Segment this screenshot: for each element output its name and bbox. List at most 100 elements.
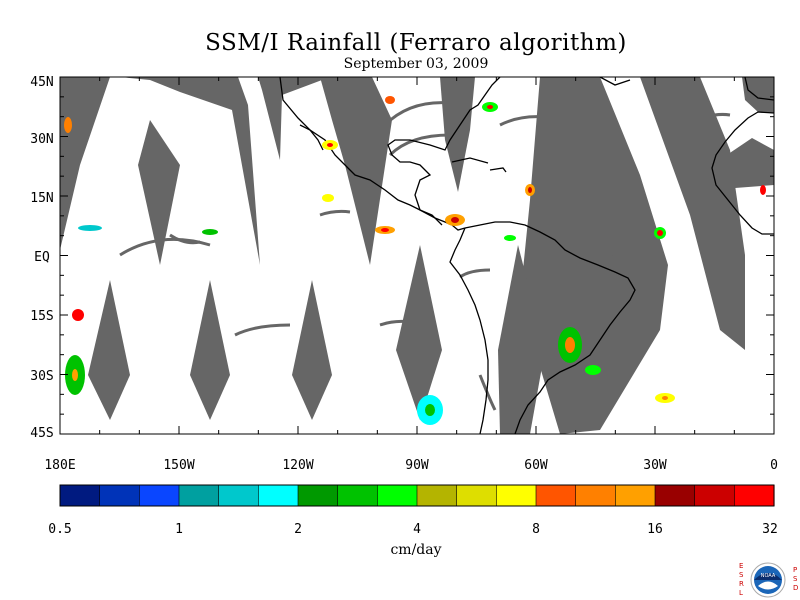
colorbar-segment: [575, 485, 616, 506]
colorbar-label-1: 1: [175, 522, 183, 537]
swath-gap: [138, 120, 180, 265]
swath-gap: [320, 77, 392, 265]
colorbar-segment: [536, 485, 577, 506]
swath-gaps: [60, 77, 774, 434]
rain-patch: [585, 365, 601, 375]
swath-gap: [258, 77, 330, 160]
coastline-baja: [299, 124, 324, 151]
coastline-hispaniola: [489, 167, 507, 173]
logo-letter: S: [739, 571, 744, 579]
noaa-seal-text: NOAA: [761, 573, 776, 579]
lon-label-180e: 180E: [44, 458, 75, 473]
noaa-seal-bird: [758, 581, 778, 590]
swath-gap: [640, 77, 745, 350]
coastline-south-america: [464, 221, 636, 434]
logo-letter: E: [739, 562, 743, 570]
chart-date: September 03, 2009: [343, 56, 489, 72]
rain-patch: [417, 395, 443, 425]
swath-edge: [599, 253, 626, 264]
rain-patch: [482, 102, 498, 112]
swath-gap: [60, 77, 110, 250]
latitude-labels: 45N 30N 15N EQ 15S 30S 45S: [30, 75, 53, 441]
colorbar-segment: [258, 485, 299, 506]
colorbar-segment: [417, 485, 458, 506]
coastline-europe: [744, 77, 774, 101]
lat-label-15n: 15N: [30, 191, 53, 206]
swath-gap: [396, 245, 442, 420]
axis-ticks: [59, 76, 775, 435]
lat-label-45n: 45N: [30, 75, 53, 90]
rain-patch: [655, 393, 675, 403]
swath-gap: [190, 280, 230, 420]
map-layer: [60, 77, 774, 434]
swath-edge: [499, 115, 546, 127]
colorbar-segment: [734, 485, 775, 506]
colorbar-segment: [139, 485, 180, 506]
swath-gap: [742, 77, 774, 113]
rain-patch: [64, 117, 72, 133]
swath-edge: [319, 209, 351, 217]
colorbar-segment: [615, 485, 656, 506]
logo-letter: L: [739, 589, 743, 597]
coastline-north-america: [279, 77, 443, 226]
logo-letter: S: [793, 575, 798, 583]
lat-label-eq: EQ: [34, 250, 50, 265]
colorbar-segment: [60, 485, 101, 506]
colorbar-segment: [694, 485, 735, 506]
rain-patch: [558, 327, 582, 363]
lon-label-0: 0: [770, 458, 778, 473]
noaa-esrl-psd-logo: E S R L P S D NOAA: [739, 562, 798, 598]
colorbar-label-2: 2: [294, 522, 302, 537]
swath-gap: [712, 138, 774, 188]
lat-label-15s: 15S: [30, 309, 53, 324]
chart-title: SSM/I Rainfall (Ferraro algorithm): [205, 30, 627, 56]
swath-gap: [292, 280, 332, 420]
rain-patch: [78, 225, 102, 231]
noaa-seal-top: [754, 573, 782, 580]
rain-patch: [504, 235, 516, 241]
logo-letter: P: [793, 566, 797, 574]
colorbar-segment: [496, 485, 537, 506]
lat-label-30n: 30N: [30, 132, 53, 147]
rain-patches: [64, 96, 766, 425]
swath-edge: [169, 233, 201, 245]
rain-patch: [385, 96, 395, 104]
swath-gap: [440, 77, 475, 192]
coastline-cuba: [451, 157, 489, 164]
swath-gap: [520, 77, 668, 434]
colorbar-label-8: 8: [532, 522, 540, 537]
colorbar-segment: [99, 485, 140, 506]
colorbar-units: cm/day: [390, 542, 442, 558]
colorbar-labels: 0.5 1 2 4 8 16 32: [48, 522, 778, 537]
coastline-south-america-west: [449, 227, 489, 434]
colorbar-segment: [655, 485, 696, 506]
swath-gap: [88, 280, 130, 420]
colorbar-segment: [298, 485, 339, 506]
lon-label-120w: 120W: [282, 458, 313, 473]
swath-edge: [459, 268, 491, 279]
colorbar: [60, 485, 775, 506]
swath-edge: [478, 374, 497, 411]
swath-edges: [119, 101, 731, 411]
colorbar-segment: [337, 485, 378, 506]
logo-letter: R: [739, 580, 744, 588]
rain-patch: [322, 140, 338, 150]
lon-label-150w: 150W: [163, 458, 194, 473]
rain-patch: [760, 185, 766, 195]
swath-edge: [234, 323, 291, 337]
swath-gap: [498, 245, 545, 434]
colorbar-segment: [179, 485, 220, 506]
colorbar-label-32: 32: [762, 522, 778, 537]
longitude-labels: 180E 150W 120W 90W 60W 30W 0: [44, 458, 778, 473]
rain-patch: [654, 227, 666, 239]
swath-edge: [689, 113, 731, 127]
swath-edge: [379, 319, 411, 327]
coastline-gulf: [387, 77, 501, 211]
rain-patch: [65, 355, 85, 395]
lat-label-30s: 30S: [30, 369, 53, 384]
colorbar-segment: [456, 485, 497, 506]
logo-letter: D: [793, 584, 798, 592]
rain-patch: [72, 309, 84, 321]
lon-label-60w: 60W: [524, 458, 548, 473]
